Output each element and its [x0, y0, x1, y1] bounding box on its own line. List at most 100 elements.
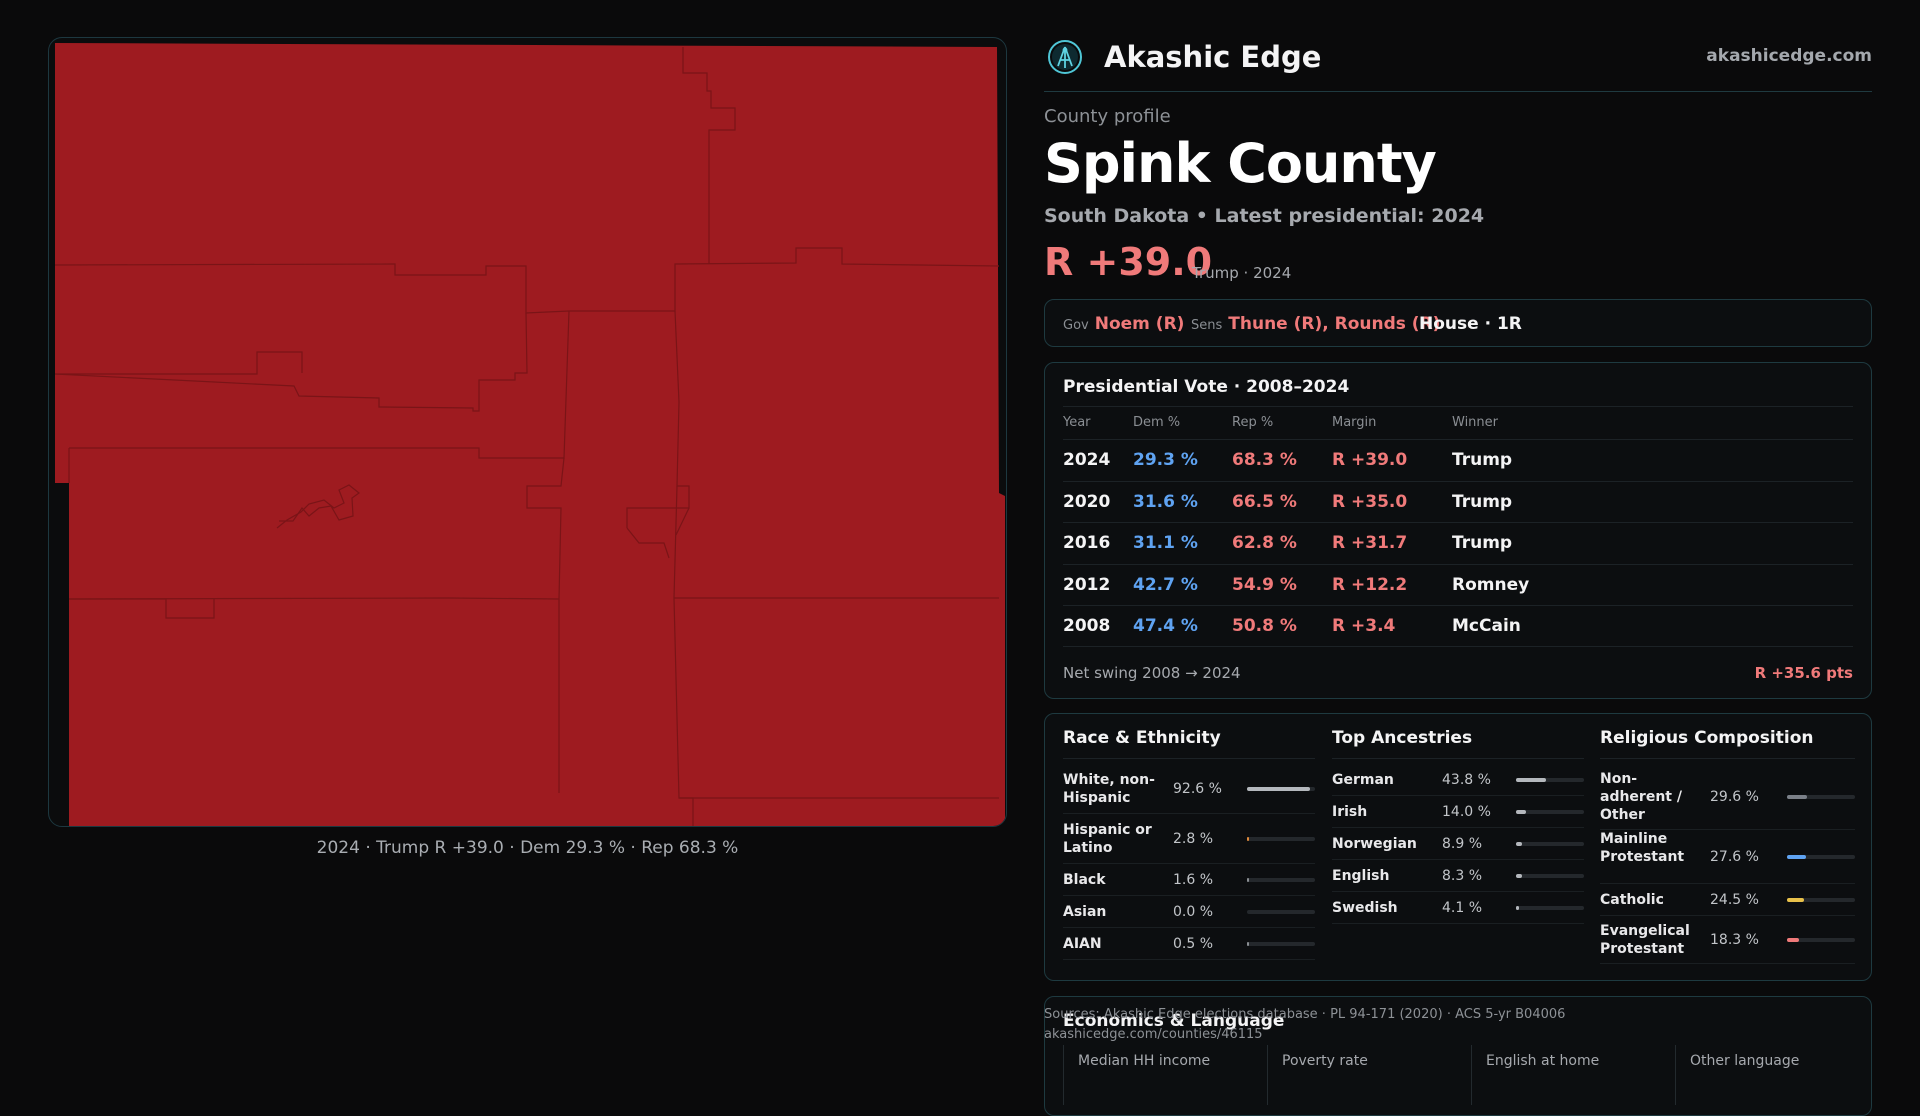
demo-row-bar [1516, 842, 1584, 846]
econ-english-home: English at home [1471, 1045, 1675, 1105]
economics-title: Economics & Language [1063, 1011, 1285, 1031]
demo-row-value: 14.0 % [1442, 803, 1491, 820]
table-row[interactable]: 2020 31.6 % 66.5 % R +35.0 Trump [1063, 481, 1853, 523]
demo-row-value: 0.5 % [1173, 935, 1214, 952]
demo-row-label: Mainline Protestant [1600, 831, 1685, 865]
demo-row-value: 92.6 % [1173, 780, 1222, 797]
demo-row-bar-fill [1247, 942, 1249, 946]
demo-row-label: AIAN [1063, 936, 1102, 952]
table-row[interactable]: 2024 29.3 % 68.3 % R +39.0 Trump [1063, 439, 1853, 481]
race-ethnicity-title: Race & Ethnicity [1063, 728, 1221, 748]
demo-row-value: 18.3 % [1710, 931, 1759, 948]
table-row[interactable]: 2016 31.1 % 62.8 % R +31.7 Trump [1063, 522, 1853, 564]
row-dem: 31.6 % [1133, 492, 1198, 512]
senators-item: Sens Thune (R), Rounds (R) [1191, 314, 1440, 334]
demo-row-bar-fill [1516, 778, 1546, 782]
demo-row-bar-fill [1516, 810, 1526, 814]
demo-row-label: Non-adherent / Other [1600, 771, 1682, 823]
page-subtitle: South Dakota • Latest presidential: 2024 [1044, 205, 1485, 227]
demo-row-value: 8.9 % [1442, 835, 1483, 852]
demo-row-bar [1787, 855, 1855, 859]
row-dem: 47.4 % [1133, 616, 1198, 636]
row-dem: 29.3 % [1133, 450, 1198, 470]
table-row[interactable]: 2012 42.7 % 54.9 % R +12.2 Romney [1063, 564, 1853, 606]
sens-value: Thune (R), Rounds (R) [1228, 314, 1441, 334]
demo-row-bar [1247, 787, 1315, 791]
econ-label: Other language [1690, 1053, 1800, 1069]
econ-label: Median HH income [1078, 1053, 1211, 1069]
row-year: 2008 [1063, 616, 1111, 636]
sources-line: Sources: Akashic Edge elections database… [1044, 1007, 1566, 1022]
col-header-dem: Dem % [1133, 415, 1181, 430]
demo-row-value: 2.8 % [1173, 830, 1214, 847]
demo-row: White, non-Hispanic 92.6 % [1063, 764, 1315, 814]
demo-row-bar-fill [1247, 878, 1249, 882]
demo-row-label: Black [1063, 872, 1106, 888]
row-margin: R +35.0 [1332, 492, 1408, 512]
demo-row-bar [1787, 795, 1855, 799]
econ-median-income: Median HH income [1063, 1045, 1267, 1105]
demo-row-value: 27.6 % [1710, 848, 1759, 865]
demo-row-bar-fill [1787, 795, 1808, 799]
brand-name: Akashic Edge [1104, 40, 1322, 74]
demo-row-bar [1516, 810, 1584, 814]
row-margin: R +31.7 [1332, 533, 1408, 553]
demo-row: Hispanic or Latino 2.8 % [1063, 814, 1315, 864]
econ-label: Poverty rate [1282, 1053, 1368, 1069]
demo-row-bar-fill [1516, 874, 1522, 878]
row-margin: R +39.0 [1332, 450, 1408, 470]
demo-row-value: 24.5 % [1710, 891, 1759, 908]
demo-row-label: Irish [1332, 804, 1368, 820]
demo-row-bar-fill [1787, 855, 1806, 859]
col-header-year: Year [1063, 415, 1091, 430]
demo-row: Norwegian 8.9 % [1332, 828, 1584, 860]
row-rep: 68.3 % [1232, 450, 1297, 470]
demo-row-label: Norwegian [1332, 836, 1417, 852]
demo-row-label: German [1332, 772, 1394, 788]
row-margin: R +3.4 [1332, 616, 1396, 636]
brand-url-link[interactable]: akashicedge.com [1706, 46, 1872, 66]
row-rep: 62.8 % [1232, 533, 1297, 553]
row-year: 2016 [1063, 533, 1111, 553]
demo-row-value: 0.0 % [1173, 903, 1214, 920]
table-row[interactable]: 2008 47.4 % 50.8 % R +3.4 McCain [1063, 605, 1853, 647]
demo-row: Black 1.6 % [1063, 864, 1315, 896]
demo-row: Irish 14.0 % [1332, 796, 1584, 828]
econ-other-language: Other language [1675, 1045, 1855, 1105]
sens-label: Sens [1191, 318, 1223, 333]
demo-row-bar-fill [1787, 898, 1804, 902]
row-year: 2012 [1063, 575, 1111, 595]
demo-row-bar [1787, 898, 1855, 902]
sources-link[interactable]: akashicedge.com/counties/46115 [1044, 1027, 1263, 1042]
profile-panel: Akashic Edge akashicedge.com County prof… [1044, 0, 1872, 1116]
row-winner: Trump [1452, 492, 1513, 512]
demo-row-bar-fill [1787, 938, 1800, 942]
row-margin: R +12.2 [1332, 575, 1408, 595]
row-dem: 42.7 % [1133, 575, 1198, 595]
demo-row-bar-fill [1247, 837, 1249, 841]
row-rep: 54.9 % [1232, 575, 1297, 595]
demo-row: English 8.3 % [1332, 860, 1584, 892]
row-winner: Trump [1452, 450, 1513, 470]
map-caption: 2024 · Trump R +39.0 · Dem 29.3 % · Rep … [316, 838, 739, 858]
demo-row-label: Catholic [1600, 892, 1664, 908]
demo-row-bar [1247, 942, 1315, 946]
gov-value: Noem (R) [1094, 314, 1185, 334]
headline-margin-note: Trump · 2024 [1192, 264, 1292, 282]
col-header-winner: Winner [1452, 415, 1499, 430]
county-map[interactable] [48, 37, 1007, 827]
demo-row: Catholic 24.5 % [1600, 884, 1855, 916]
demo-row-label: Swedish [1332, 900, 1398, 916]
demo-row-value: 1.6 % [1173, 871, 1214, 888]
demo-row: Evangelical Protestant 18.3 % [1600, 916, 1855, 964]
demo-row-value: 8.3 % [1442, 867, 1483, 884]
row-winner: Trump [1452, 533, 1513, 553]
gov-label: Gov [1063, 318, 1089, 333]
presidential-vote-card: Presidential Vote · 2008–2024 Year Dem %… [1044, 362, 1872, 699]
demo-row-bar-fill [1516, 906, 1519, 910]
demo-row-value: 43.8 % [1442, 771, 1491, 788]
demo-row-bar [1516, 778, 1584, 782]
row-winner: Romney [1452, 575, 1530, 595]
demo-row: Swedish 4.1 % [1332, 892, 1584, 924]
demo-row-label: English [1332, 868, 1390, 884]
